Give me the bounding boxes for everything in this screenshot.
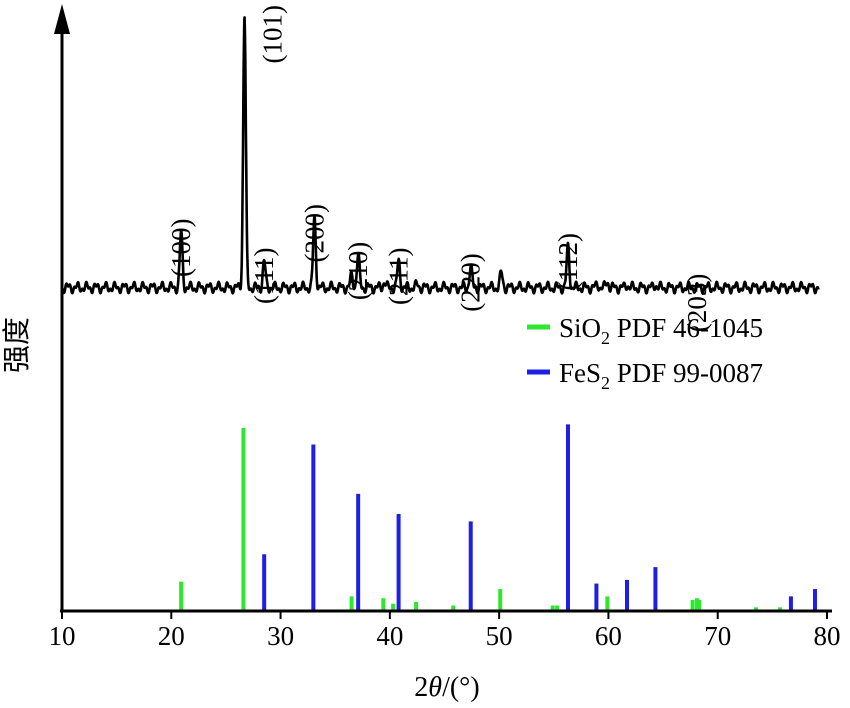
x-tick-label: 30 (267, 621, 294, 651)
pattern-line (60, 16, 820, 295)
peak-label: (200) (300, 204, 330, 262)
diffraction-pattern (60, 16, 820, 295)
peak-label: (211) (384, 248, 414, 305)
legend-label-sio2: SiO2 PDF 46-1045 (559, 313, 763, 348)
x-tick-label: 70 (704, 621, 731, 651)
x-tick-label: 80 (814, 621, 841, 651)
peak-label: (220) (456, 253, 486, 311)
peak-label: (101) (258, 5, 288, 63)
peak-label: (100) (166, 219, 196, 277)
x-axis-label: 2θ/(°) (414, 672, 479, 703)
y-axis-label: 强度 (1, 317, 33, 373)
x-tick-label: 10 (49, 621, 76, 651)
peak-label: (203) (682, 274, 712, 332)
legend-label-fes2: FeS2 PDF 99-0087 (559, 358, 763, 393)
x-tick-label: 60 (595, 621, 622, 651)
legend: SiO2 PDF 46-1045 FeS2 PDF 99-0087 (527, 313, 763, 393)
peak-labels: (100) (101) (111) (200) (210) (211) (220) (112)… (166, 5, 712, 332)
x-tick-label: 50 (486, 621, 513, 651)
peak-label: (112) (553, 233, 583, 290)
axes (54, 4, 832, 613)
x-ticks: 10 20 30 40 50 60 70 80 (49, 611, 841, 651)
y-axis-arrow (54, 4, 70, 34)
peak-label: (210) (343, 242, 373, 300)
x-tick-label: 40 (376, 621, 403, 651)
reference-lines (179, 424, 817, 610)
x-tick-label: 20 (158, 621, 185, 651)
peak-label: (111) (249, 248, 279, 304)
